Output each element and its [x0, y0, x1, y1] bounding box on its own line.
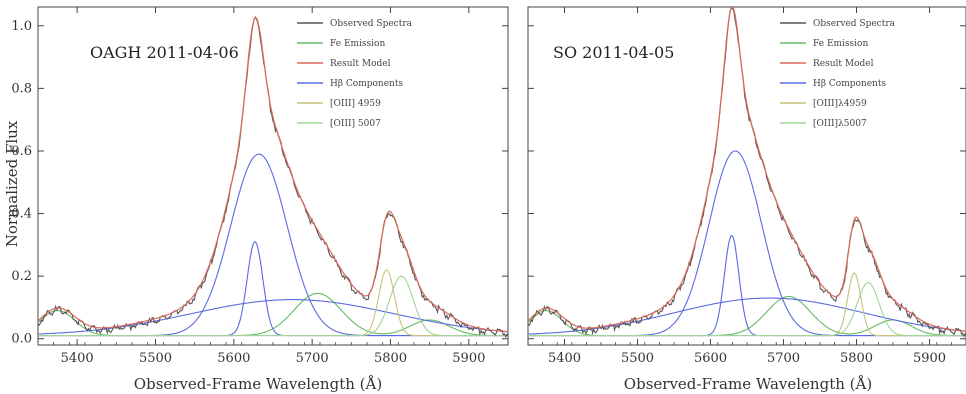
legend-entry: Result Model [813, 59, 874, 69]
legend-entry: [OIII]λ5007 [813, 119, 867, 129]
x-tick-label: 5700 [296, 351, 329, 366]
x-tick-label: 5500 [621, 351, 654, 366]
legend-entry: Hβ Components [330, 79, 403, 89]
x-axis-title-left: Observed-Frame Wavelength (Å) [134, 375, 382, 393]
y-axis-title: Normalized Flux [3, 120, 21, 247]
legend-entry: Observed Spectra [330, 19, 413, 29]
hbeta-mid-line [38, 153, 508, 337]
x-tick-label: 5600 [217, 351, 250, 366]
legend-entry: [OIII]λ4959 [813, 99, 867, 109]
oiii-4959-line [528, 272, 966, 337]
panel-title: OAGH 2011-04-06 [90, 43, 239, 62]
y-tick-label: 0.6 [11, 144, 32, 159]
legend-entry: Hβ Components [813, 79, 886, 89]
legend-entry: Observed Spectra [813, 19, 896, 29]
x-tick-label: 5600 [694, 351, 727, 366]
y-tick-label: 0.4 [11, 207, 32, 222]
x-tick-label: 5900 [913, 351, 946, 366]
x-tick-label: 5800 [840, 351, 873, 366]
y-tick-label: 0.0 [11, 332, 32, 347]
x-tick-label: 5400 [548, 351, 581, 366]
legend-entry: [OIII] 4959 [330, 99, 381, 109]
oiii-5007-line [38, 275, 508, 337]
oiii-5007-line [528, 281, 966, 337]
y-tick-label: 0.8 [11, 81, 32, 96]
panel-title: SO 2011-04-05 [553, 43, 674, 62]
panel-so: 5400 5500 5600 5700 5800 5900 SO 2011-04-05 Obs… [527, 6, 966, 366]
x-tick-label: 5700 [767, 351, 800, 366]
result-model-line [38, 16, 508, 333]
legend-entry: Fe Emission [813, 39, 868, 49]
legend-entry: Result Model [330, 59, 391, 69]
y-tick-label: 1.0 [11, 19, 32, 34]
hbeta-narrow-line [528, 234, 966, 337]
legend-entry: Fe Emission [330, 39, 385, 49]
x-tick-label: 5400 [61, 351, 94, 366]
panel-oagh: 5400 5500 5600 5700 5800 5900 0.0 0.2 0.4 0.6 0.8 1… [11, 6, 509, 366]
x-tick-label: 5500 [139, 351, 172, 366]
legend-entry: [OIII] 5007 [330, 119, 381, 129]
x-tick-label: 5900 [452, 351, 485, 366]
result-model-line [528, 7, 966, 332]
oiii-4959-line [38, 269, 508, 337]
y-tick-label: 0.2 [11, 269, 32, 284]
x-axis-title-right: Observed-Frame Wavelength (Å) [624, 375, 872, 393]
x-tick-label: 5800 [374, 351, 407, 366]
